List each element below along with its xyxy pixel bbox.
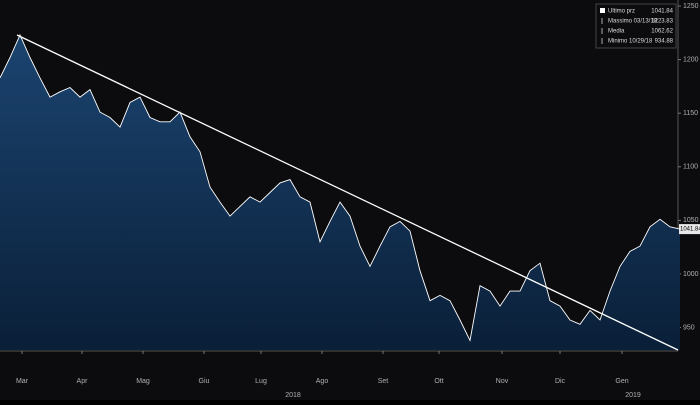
x-tick-label: Ago [316, 378, 329, 385]
x-tick-label: Giu [199, 378, 210, 385]
x-tick-label: Lug [255, 378, 267, 385]
y-tick-label: 1050 [683, 217, 699, 224]
legend-label: Ultimo prz [608, 9, 635, 15]
x-tick-label: Set [378, 378, 389, 385]
legend-label: Minimo 10/29/18 [608, 39, 653, 45]
legend-swatch [600, 8, 605, 13]
trendline [16, 34, 679, 351]
price-line [0, 33, 681, 342]
area [0, 35, 680, 350]
legend-value: 1223.83 [651, 19, 673, 25]
x-tick-label: Apr [77, 378, 89, 385]
legend-label: Massimo 03/13/18 [608, 19, 658, 25]
year-label: 2018 [285, 392, 301, 399]
x-tick-label: Dic [555, 378, 566, 385]
legend: Ultimo prz 1041.84 Massimo 03/13/181223.83… [595, 3, 677, 49]
legend-label: Media [608, 29, 625, 35]
x-tick-label: Mag [136, 378, 150, 385]
x-tick-label: Ott [434, 378, 443, 385]
x-tick-label: Nov [496, 378, 509, 385]
y-tick-label: 1000 [683, 271, 699, 278]
year-label: 2019 [625, 392, 641, 399]
y-tick-label: 1200 [683, 56, 699, 63]
legend-value: 1062.62 [651, 29, 673, 35]
y-tick-label: 950 [683, 324, 695, 331]
y-tick-label: 1250 [683, 3, 699, 10]
last-price-tag-box [679, 224, 700, 235]
x-tick-label: Mar [16, 378, 29, 385]
x-tick-label: Gen [615, 378, 628, 385]
legend-value: 934.88 [655, 39, 674, 45]
y-tick-label: 1100 [683, 164, 698, 171]
legend-value: 1041.84 [651, 9, 673, 15]
last-price-tag: 1041.84 [680, 227, 700, 233]
y-tick-label: 1150 [683, 110, 698, 117]
legend-box [595, 3, 677, 49]
